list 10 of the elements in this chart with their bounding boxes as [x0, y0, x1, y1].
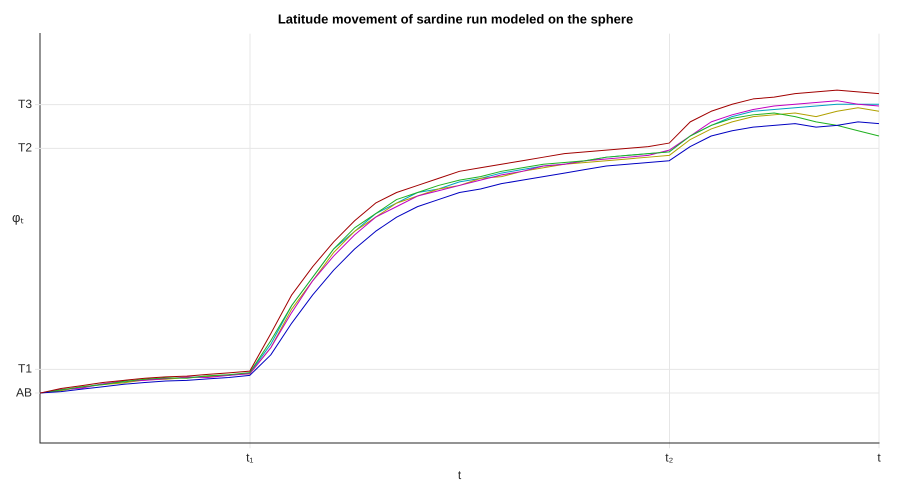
chart-title: Latitude movement of sardine run modeled on the sphere	[278, 11, 634, 26]
x-tick-label: t	[877, 450, 882, 465]
ref-line-label: T2	[18, 140, 32, 155]
x-tick-label: t₂	[665, 450, 674, 465]
ref-line-label: AB	[16, 385, 32, 400]
x-tick-label: t₁	[246, 450, 254, 465]
ref-line-label: T1	[18, 362, 32, 376]
x-axis-title: t	[458, 468, 462, 482]
ref-line-label: T3	[18, 96, 32, 111]
y-axis-title: φₜ	[12, 210, 24, 225]
